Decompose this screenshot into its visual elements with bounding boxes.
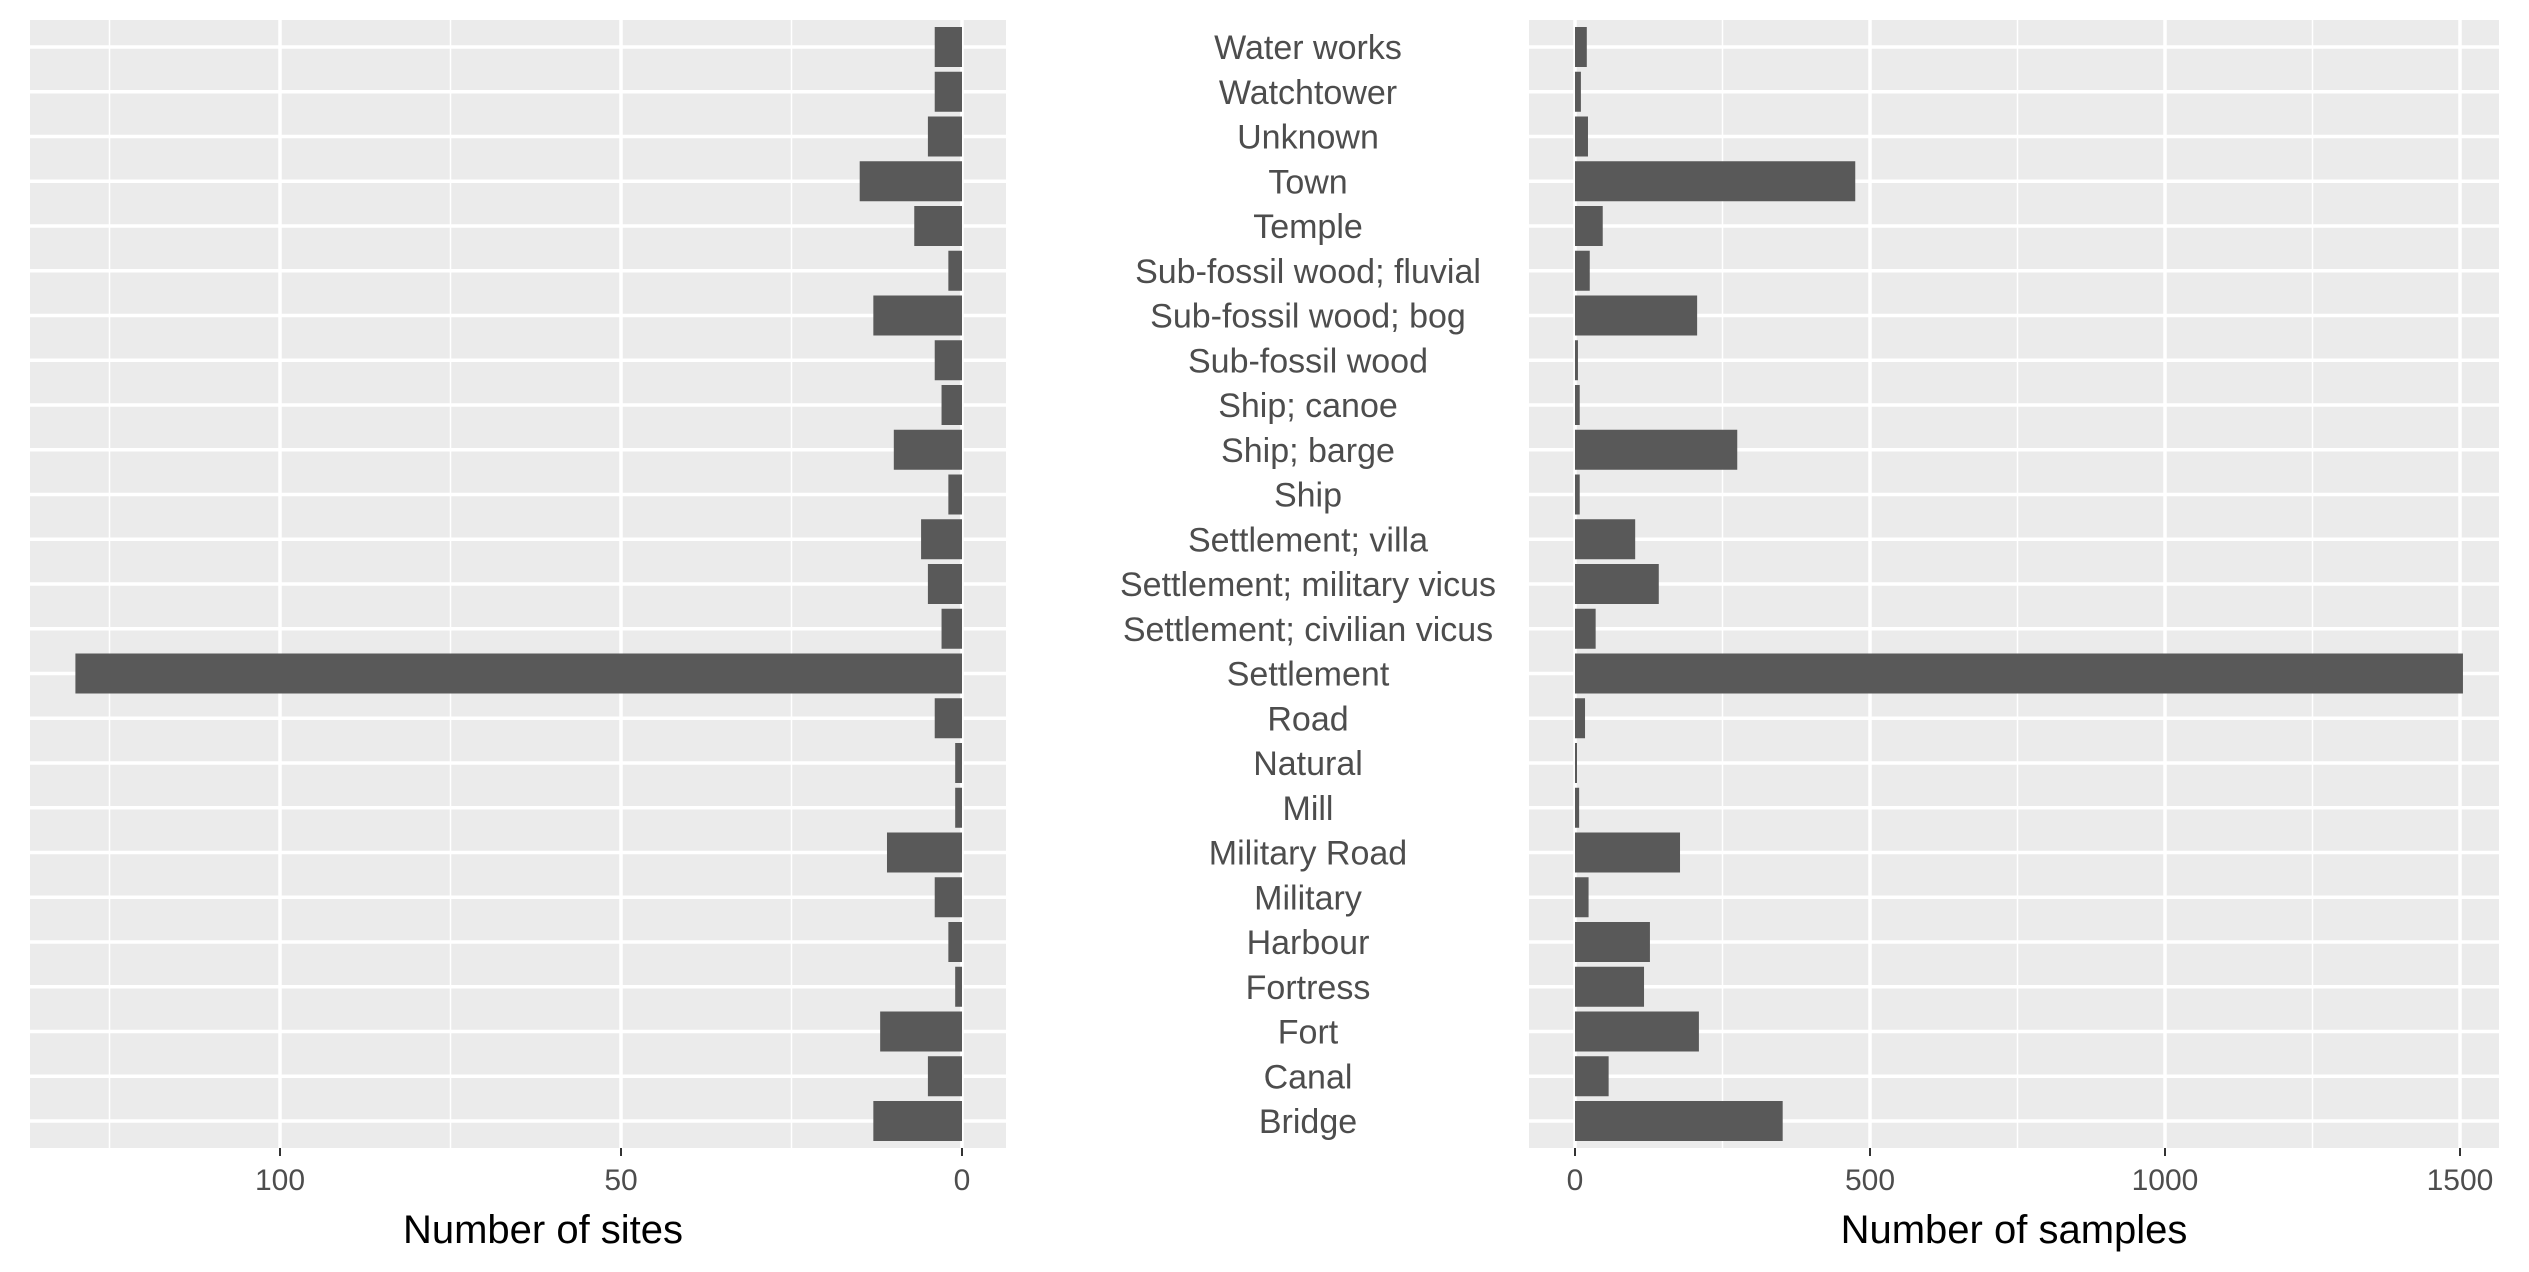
category-label: Fortress [1246, 969, 1371, 1007]
samples-bar [1575, 608, 1596, 649]
samples-bar [1575, 1101, 1783, 1141]
sites-bar [873, 1101, 962, 1141]
sites-bar [914, 206, 962, 246]
samples-bar [1575, 116, 1588, 157]
sites-bar [927, 116, 962, 157]
samples-bar [1575, 206, 1603, 246]
sites-bar [886, 832, 962, 873]
category-label: Military Road [1209, 835, 1407, 873]
sites-bar [873, 295, 962, 336]
category-label: Fort [1278, 1014, 1339, 1052]
category-label: Road [1267, 700, 1348, 738]
category-label: Ship; barge [1221, 432, 1395, 470]
sites-bar [859, 161, 962, 202]
sites-bar [921, 519, 962, 560]
category-label: Settlement; military vicus [1120, 566, 1496, 604]
sites-bars [75, 27, 962, 1141]
sites-bar [948, 474, 962, 515]
sites-bar [927, 564, 962, 604]
samples-x-axis-title: Number of samples [1841, 1208, 2188, 1252]
sites-bar [880, 1011, 962, 1052]
sites-bar [955, 787, 962, 828]
sites-bar [893, 429, 962, 470]
samples-tick-label: 1500 [2427, 1164, 2494, 1197]
category-label: Watchtower [1219, 74, 1397, 112]
sites-bar [934, 71, 962, 112]
samples-bar [1575, 564, 1659, 604]
category-label: Natural [1253, 745, 1363, 783]
sites-bar [955, 743, 962, 783]
samples-bar [1575, 27, 1587, 67]
category-label: Canal [1264, 1058, 1353, 1096]
category-label: Ship; canoe [1218, 387, 1398, 425]
samples-bars [1575, 27, 2463, 1141]
samples-bar [1575, 250, 1590, 291]
samples-bar [1575, 340, 1578, 381]
samples-tick-label: 0 [1567, 1164, 1584, 1197]
category-label: Settlement; villa [1188, 521, 1428, 559]
samples-tick-label: 500 [1845, 1164, 1895, 1197]
category-label: Temple [1253, 208, 1363, 246]
samples-bar [1575, 474, 1580, 515]
samples-bar [1575, 1056, 1609, 1097]
category-label: Sub-fossil wood [1188, 342, 1428, 380]
sites-tick-label: 0 [954, 1164, 971, 1197]
sites-chart: 100 50 0 Number of sites [30, 20, 1006, 1252]
category-label: Unknown [1237, 119, 1379, 157]
sites-bar [934, 698, 962, 739]
sites-bar [941, 385, 962, 425]
sites-bar [934, 340, 962, 381]
sites-x-axis-title: Number of sites [403, 1208, 683, 1252]
sites-tick-label: 100 [255, 1164, 305, 1197]
sites-bar [75, 653, 962, 694]
samples-bar [1575, 71, 1581, 112]
category-label: Mill [1283, 790, 1334, 828]
samples-bar [1575, 877, 1589, 918]
samples-bar [1575, 295, 1698, 336]
category-label: Water works [1214, 29, 1402, 67]
samples-bar [1575, 653, 2463, 694]
samples-bar [1575, 1011, 1699, 1052]
samples-bar [1575, 385, 1580, 425]
sites-bar [948, 922, 962, 962]
samples-bar [1575, 429, 1738, 470]
category-label: Bridge [1259, 1103, 1357, 1141]
category-label: Harbour [1247, 924, 1370, 962]
category-label: Settlement [1227, 656, 1390, 694]
category-label: Ship [1274, 477, 1342, 515]
category-label: Sub-fossil wood; bog [1150, 298, 1466, 336]
sites-bar [948, 250, 962, 291]
sites-bar [955, 966, 962, 1007]
category-label: Settlement; civilian vicus [1123, 611, 1493, 649]
sites-bar [941, 608, 962, 649]
category-labels: Water works Watchtower Unknown Town Temple Su… [1120, 29, 1496, 1141]
samples-bar [1575, 922, 1650, 962]
samples-x-ticks: 0 500 1000 1500 [1567, 1148, 2494, 1197]
sites-tick-label: 50 [604, 1164, 637, 1197]
samples-bar [1575, 832, 1681, 873]
samples-bar [1575, 787, 1580, 828]
sites-bar [927, 1056, 962, 1097]
samples-bar [1575, 743, 1577, 783]
samples-bar [1575, 161, 1856, 202]
samples-chart: 0 500 1000 1500 Number of samples [1529, 20, 2499, 1252]
samples-tick-label: 1000 [2132, 1164, 2199, 1197]
sites-bar [934, 877, 962, 918]
samples-bar [1575, 519, 1636, 560]
category-label: Sub-fossil wood; fluvial [1135, 253, 1481, 291]
sites-x-ticks: 100 50 0 [255, 1148, 970, 1197]
samples-bar [1575, 966, 1645, 1007]
category-label: Military [1254, 879, 1362, 917]
category-label: Town [1268, 163, 1347, 201]
samples-bar [1575, 698, 1586, 739]
sites-bar [934, 27, 962, 67]
